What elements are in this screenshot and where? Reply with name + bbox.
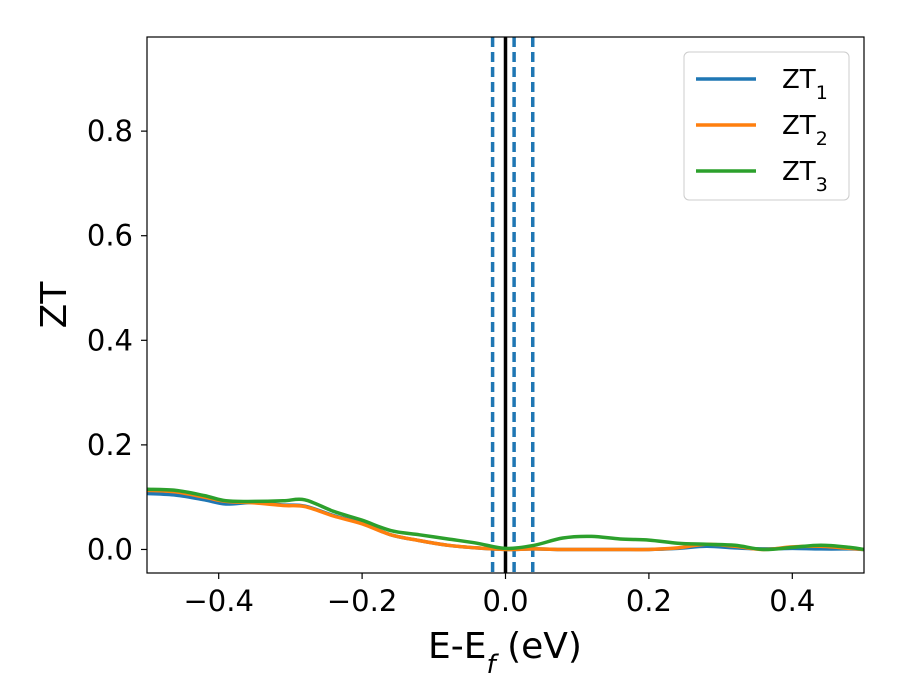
y-tick-label: 0.6 bbox=[87, 219, 133, 253]
y-tick-label: 0.8 bbox=[87, 114, 133, 148]
y-tick-label: 0.0 bbox=[87, 532, 133, 566]
legend-label-3: ZT3 bbox=[782, 157, 828, 196]
x-axis: −0.4 −0.2 0.0 0.2 0.4 bbox=[183, 573, 815, 618]
y-axis: 0.0 0.2 0.4 0.6 0.8 bbox=[87, 114, 147, 566]
legend-label-2: ZT2 bbox=[782, 111, 828, 150]
x-axis-title: E-Ef (eV) bbox=[428, 626, 582, 680]
x-tick-label: 0.0 bbox=[482, 584, 528, 618]
x-tick-label: 0.2 bbox=[626, 584, 672, 618]
x-tick-label: −0.2 bbox=[327, 584, 397, 618]
legend-box bbox=[683, 51, 850, 201]
legend-label-1: ZT1 bbox=[782, 65, 828, 104]
x-tick-label: 0.4 bbox=[769, 584, 815, 618]
series-line-3 bbox=[147, 487, 864, 552]
y-axis-title: ZT bbox=[34, 281, 75, 329]
legend: ZT1 ZT2 ZT3 bbox=[683, 51, 850, 201]
x-tick-label: −0.4 bbox=[183, 584, 253, 618]
y-tick-label: 0.2 bbox=[87, 428, 133, 462]
y-tick-label: 0.4 bbox=[87, 323, 133, 357]
vertical-reference-lines bbox=[490, 37, 535, 573]
series-lines bbox=[147, 487, 864, 552]
